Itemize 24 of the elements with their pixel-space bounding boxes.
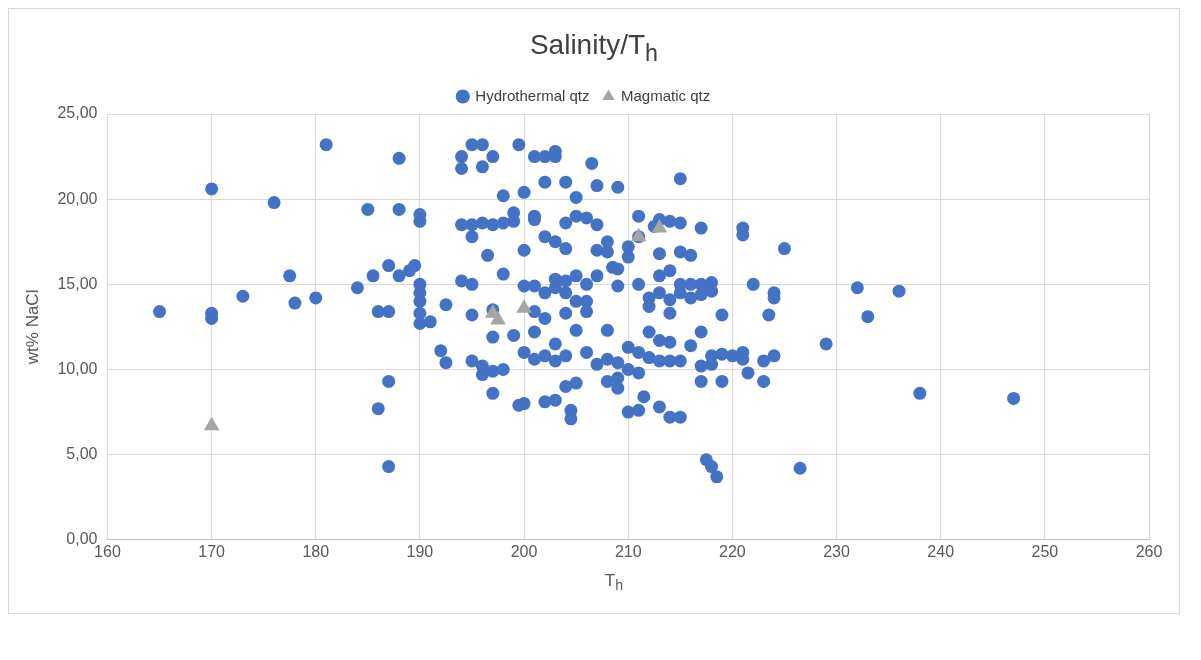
y-tick-label: 10,00	[57, 359, 98, 377]
point	[490, 310, 506, 325]
y-tick-label: 25,00	[57, 104, 98, 121]
x-tick-label: 190	[406, 542, 434, 560]
point	[516, 298, 532, 313]
y-tick-label: 5,00	[66, 444, 98, 462]
x-tick-label: 230	[823, 542, 850, 560]
x-tick-label: 250	[1031, 542, 1059, 560]
x-tick-label: 260	[1135, 542, 1163, 560]
x-tick-label: 200	[510, 542, 538, 560]
point	[651, 218, 668, 233]
y-tick-label: 20,00	[57, 189, 98, 207]
legend-label: Magmatic qtz	[621, 86, 711, 104]
y-tick-label: 15,00	[57, 274, 98, 292]
point	[203, 416, 220, 430]
legend-label: Hydrothermal qtz	[475, 86, 590, 104]
x-tick-label: 170	[198, 542, 226, 560]
x-axis-title: T$_{h}$	[603, 569, 625, 595]
x-tick-label: 240	[927, 542, 955, 560]
x-tick-label: 210	[614, 542, 642, 560]
x-tick-label: 220	[719, 542, 746, 560]
chart-title: Salinity/T$_{h}$	[528, 28, 660, 68]
x-tick-label: 180	[302, 542, 330, 560]
y-axis-title: wt% NaCl	[22, 289, 42, 365]
